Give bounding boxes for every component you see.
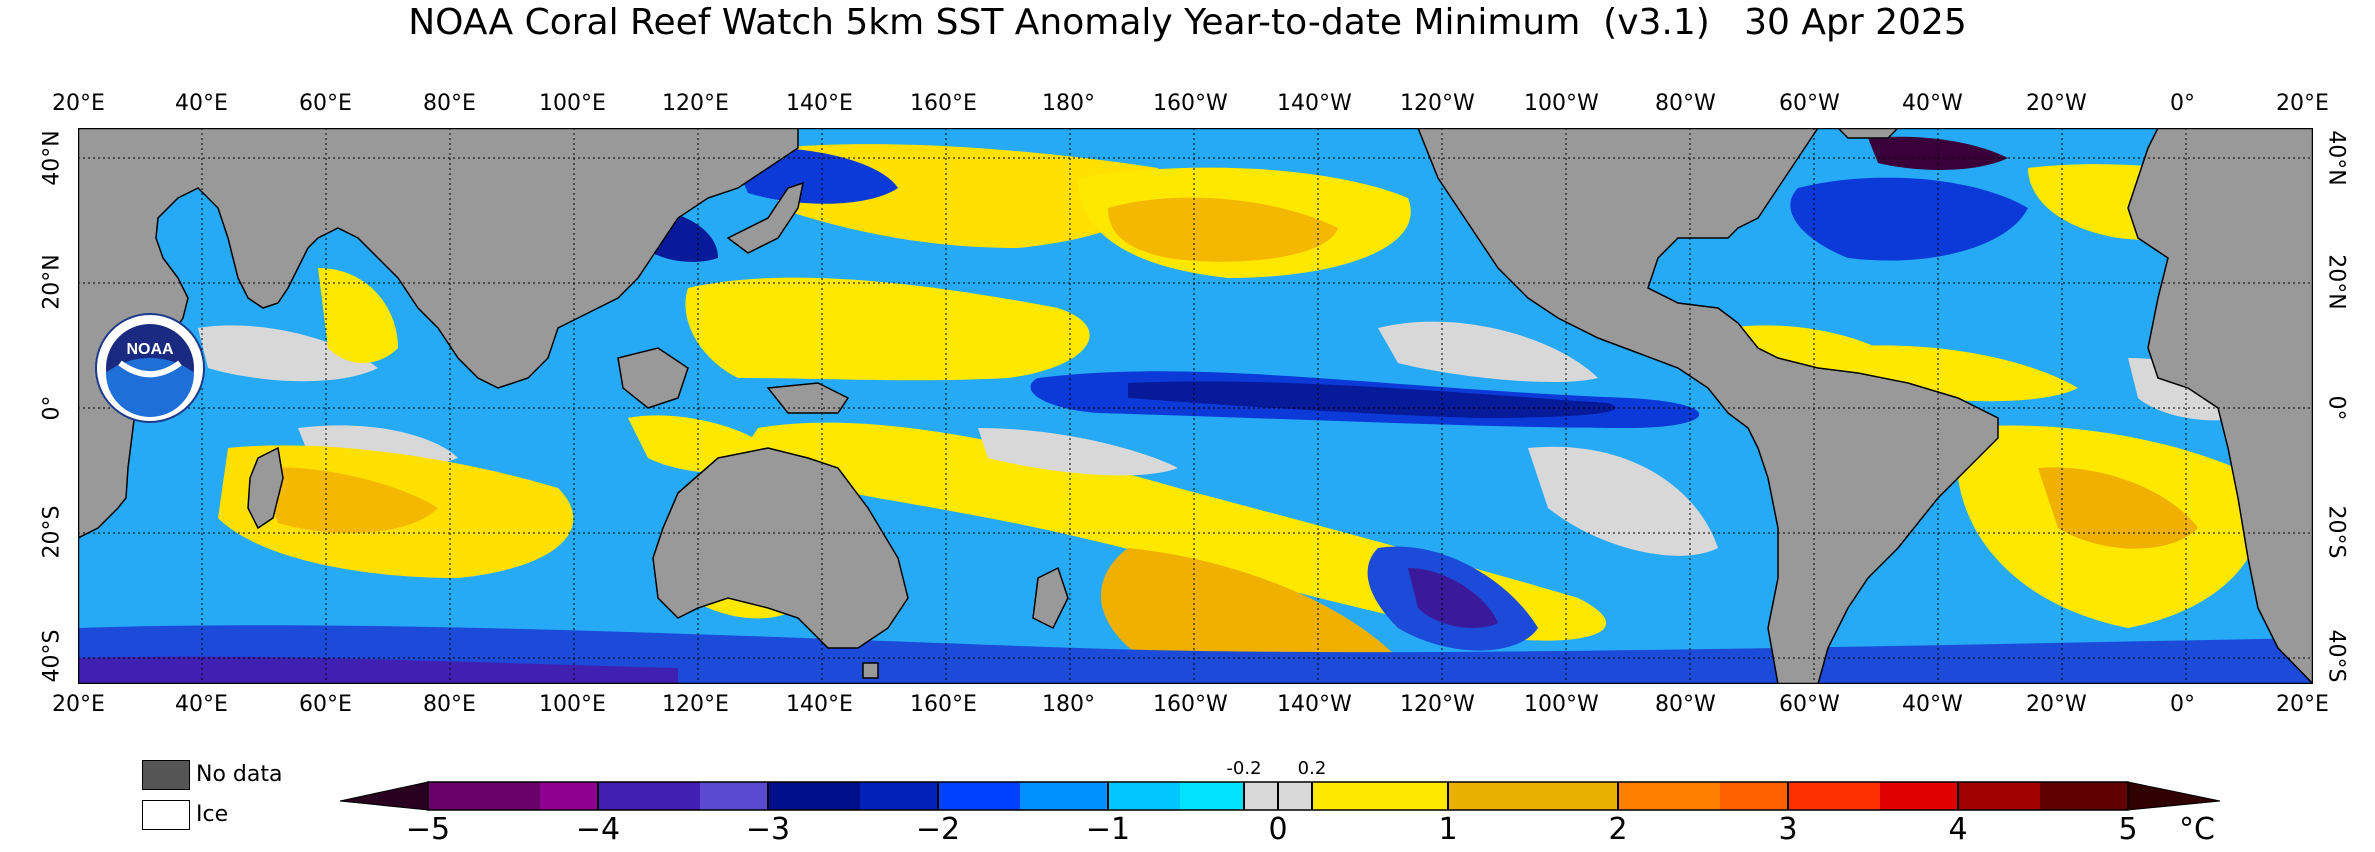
lat-label: 0° — [39, 395, 65, 421]
ice-swatch — [142, 800, 190, 830]
colorbar-tick-label: 2 — [1608, 812, 1628, 847]
lat-label: 40°N — [2323, 130, 2349, 186]
lon-label: 20°E — [2276, 91, 2329, 116]
lon-label: 120°W — [1400, 91, 1475, 116]
lon-label: 20°E — [52, 692, 105, 717]
lon-label: 40°W — [1902, 692, 1963, 717]
lat-label: 40°N — [39, 130, 65, 186]
lat-label: 20°S — [2323, 505, 2349, 559]
colorbar-tick-label: −2 — [915, 812, 961, 847]
lon-label: 100°W — [1524, 692, 1599, 717]
lon-label: 60°E — [299, 91, 352, 116]
sst-anomaly-map: NOAA — [78, 128, 2313, 684]
lon-label: 40°E — [175, 91, 228, 116]
no-data-label: No data — [196, 762, 283, 787]
lon-label: 60°W — [1779, 91, 1840, 116]
colorbar-tick-label: −5 — [405, 812, 451, 847]
lon-label: 20°W — [2026, 692, 2087, 717]
lon-label: 180° — [1042, 692, 1095, 717]
lon-label: 20°W — [2026, 91, 2087, 116]
lon-label: 100°E — [539, 692, 606, 717]
lat-label: 40°S — [39, 629, 65, 683]
colorbar-unit: °C — [2179, 812, 2215, 847]
lon-label: 160°E — [910, 91, 977, 116]
colorbar-small-label: -0.2 — [1226, 758, 1262, 779]
land-masses — [78, 128, 2313, 684]
lon-label: 80°W — [1655, 91, 1716, 116]
lon-label: 20°E — [2276, 692, 2329, 717]
lat-label: 20°N — [2323, 254, 2349, 310]
lon-label: 100°W — [1524, 91, 1599, 116]
lon-label: 80°E — [423, 692, 476, 717]
ice-label: Ice — [196, 802, 229, 827]
lon-label: 160°E — [910, 692, 977, 717]
lon-label: 0° — [2170, 692, 2195, 717]
lon-label: 60°W — [1779, 692, 1840, 717]
colorbar-ticks — [597, 782, 1959, 810]
lon-label: 140°E — [786, 91, 853, 116]
lon-label: 140°E — [786, 692, 853, 717]
lon-label: 160°W — [1153, 692, 1228, 717]
lon-label: 120°E — [662, 91, 729, 116]
lon-label: 40°E — [175, 692, 228, 717]
lat-label: 0° — [2323, 395, 2349, 421]
anomaly-patches — [78, 136, 2313, 684]
colorbar-tick-label: 4 — [1948, 812, 1968, 847]
lat-label: 20°N — [39, 254, 65, 310]
colorbar-fill — [340, 781, 2220, 811]
lon-label: 80°W — [1655, 692, 1716, 717]
colorbar-tick-label: −4 — [575, 812, 621, 847]
lon-label: 120°W — [1400, 692, 1475, 717]
noaa-logo-text: NOAA — [126, 341, 174, 358]
noaa-logo: NOAA — [95, 313, 205, 423]
lon-label: 100°E — [539, 91, 606, 116]
lon-label: 0° — [2170, 91, 2195, 116]
lon-label: 60°E — [299, 692, 352, 717]
lon-label: 80°E — [423, 91, 476, 116]
lat-label: 20°S — [39, 505, 65, 559]
lon-label: 120°E — [662, 692, 729, 717]
lon-label: 20°E — [52, 91, 105, 116]
colorbar-tick-label: −3 — [745, 812, 791, 847]
colorbar — [340, 781, 2220, 811]
colorbar-tick-label: 3 — [1778, 812, 1798, 847]
colorbar-tick-label: 1 — [1438, 812, 1458, 847]
lon-label: 140°W — [1277, 692, 1352, 717]
colorbar-tick-label: 0 — [1268, 812, 1288, 847]
colorbar-small-label: 0.2 — [1297, 758, 1327, 779]
map-title: NOAA Coral Reef Watch 5km SST Anomaly Ye… — [408, 2, 1967, 43]
lon-label: 140°W — [1277, 91, 1352, 116]
colorbar-tick-label: −1 — [1085, 812, 1131, 847]
lat-label: 40°S — [2323, 629, 2349, 683]
colorbar-tick-label: 5 — [2118, 812, 2138, 847]
lon-label: 160°W — [1153, 91, 1228, 116]
lon-label: 40°W — [1902, 91, 1963, 116]
lon-label: 180° — [1042, 91, 1095, 116]
no-data-swatch — [142, 760, 190, 790]
